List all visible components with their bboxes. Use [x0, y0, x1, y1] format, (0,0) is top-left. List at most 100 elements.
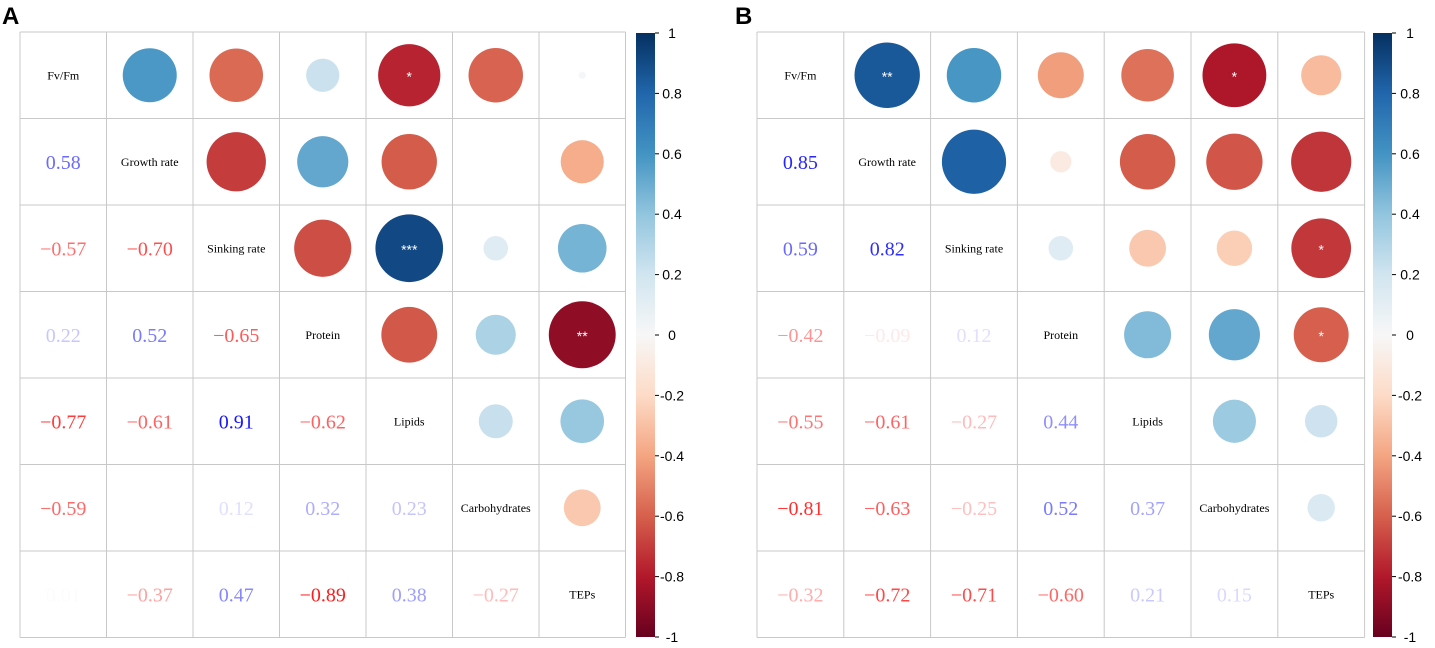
coefficient-label: −0.62 [300, 411, 346, 433]
colorbar-tick-label: -1 [666, 629, 679, 645]
correlation-circle [854, 42, 920, 108]
variable-label: Carbohydrates [1199, 501, 1269, 515]
colorbar-gradient [636, 33, 655, 637]
panel-b-colorbar: 1 0.8 0.6 0.4 0.2 0 -0.2 -0.4 -0.6 -0.8 -1 [1373, 25, 1422, 645]
correlation-circle [1291, 131, 1352, 192]
coefficient-label: 0.91 [219, 411, 254, 433]
coefficient-label: −0.09 [864, 325, 910, 347]
coefficient-label: −0.60 [1038, 584, 1084, 606]
coefficient-label: −0.37 [127, 584, 173, 606]
colorbar-tick-label: 0.2 [1400, 267, 1420, 283]
variable-label: TEPs [569, 587, 595, 601]
coefficient-label: 0.58 [46, 152, 81, 174]
correlation-circle [1212, 399, 1256, 443]
coefficient-label: 0.38 [392, 584, 427, 606]
panel-a-colorbar: 1 0.8 0.6 0.4 0.2 0 -0.2 -0.4 -0.6 -0.8 -1 [636, 25, 684, 645]
colorbar-tick-label: 0 [1406, 327, 1414, 343]
coefficient-label: 0.23 [392, 498, 427, 520]
coefficient-label: −0.32 [777, 584, 823, 606]
coefficient-label: 0.01 [46, 584, 81, 606]
colorbar-tick-label: -0.8 [660, 569, 684, 585]
correlation-circle [1048, 235, 1074, 261]
correlation-circle [563, 489, 601, 527]
variable-label: Protein [305, 328, 340, 342]
correlation-circle [946, 48, 1002, 103]
variable-label: Lipids [1132, 414, 1163, 428]
correlation-circle [375, 214, 444, 283]
correlation-circle [578, 71, 586, 79]
coefficient-label: 0.44 [1043, 411, 1078, 433]
variable-label: Fv/Fm [47, 68, 80, 82]
colorbar-tick-label: 0.8 [662, 85, 682, 101]
panel-a-matrix: Fv/Fm * 0.58 Growth rate −0.57 −0.70 Sinking r… [19, 31, 626, 638]
colorbar-tick-label: -0.2 [1398, 387, 1422, 403]
correlation-circle [1307, 494, 1335, 522]
coefficient-label: 0.85 [783, 152, 818, 174]
coefficient-label: −0.42 [777, 325, 823, 347]
coefficient-label: −0.89 [300, 584, 346, 606]
coefficient-label: 0.82 [870, 238, 905, 260]
coefficient-label: −0.57 [40, 238, 86, 260]
colorbar-tick-label: 0 [668, 327, 676, 343]
coefficient-label: −0.55 [777, 411, 823, 433]
coefficient-label: −0.81 [777, 498, 823, 520]
coefficient-label: 0.21 [1130, 584, 1165, 606]
significance-marker: ** [882, 68, 893, 84]
colorbar-tick-label: -0.6 [660, 508, 684, 524]
variable-label: Sinking rate [207, 241, 265, 255]
coefficient-label: −0.61 [864, 411, 910, 433]
colorbar-tick-label: 0.6 [662, 146, 682, 162]
colorbar-tick-label: 0.8 [1400, 85, 1420, 101]
coefficient-label: 0.52 [132, 325, 167, 347]
correlation-circle [941, 129, 1007, 194]
coefficient-label: −0.65 [213, 325, 259, 347]
colorbar-tick-label: -0.4 [660, 448, 684, 464]
colorbar-tick-label: -0.2 [660, 387, 684, 403]
correlation-circle [478, 404, 513, 439]
coefficient-label: 0.52 [1043, 498, 1078, 520]
coefficient-label: −0.71 [951, 584, 997, 606]
significance-marker: ** [577, 328, 588, 344]
correlation-circle [209, 48, 264, 103]
correlation-circle [1037, 52, 1084, 99]
coefficient-label: 0.12 [219, 498, 254, 520]
correlation-circle [297, 136, 349, 188]
panel-a: A Fv/Fm * 0.58 Growth rate −0.57 −0.70 Sinking… [2, 3, 684, 645]
panel-b-label: B [735, 3, 752, 30]
correlation-circle [560, 140, 604, 184]
correlation-circle [1291, 218, 1352, 279]
coefficient-label: 0.37 [1130, 498, 1165, 520]
coefficient-label: 0.59 [783, 238, 818, 260]
colorbar-gradient [1373, 33, 1392, 637]
correlation-circle [294, 219, 352, 277]
correlation-circle [1050, 151, 1072, 173]
correlation-circle [1216, 230, 1253, 266]
variable-label: Carbohydrates [461, 501, 531, 515]
correlation-circle [1129, 229, 1167, 267]
colorbar-tick-label: -0.4 [1398, 448, 1422, 464]
correlation-circle [468, 48, 523, 103]
coefficient-label: −0.72 [864, 584, 910, 606]
coefficient-label: −0.70 [127, 238, 173, 260]
correlation-circle [122, 48, 177, 103]
coefficient-label: −0.77 [40, 411, 86, 433]
variable-label: TEPs [1308, 587, 1334, 601]
correlation-circle [1202, 43, 1267, 108]
colorbar-tick-label: 0.4 [662, 206, 682, 222]
significance-marker: * [407, 68, 413, 84]
correlation-circle [483, 235, 509, 261]
correlation-circle [1124, 311, 1172, 359]
correlation-circle [381, 306, 438, 363]
coefficient-label: −0.61 [127, 411, 173, 433]
colorbar-tick-label: 0.6 [1400, 146, 1420, 162]
colorbar-tick-label: -0.6 [1398, 508, 1422, 524]
variable-label: Growth rate [121, 155, 179, 169]
variable-label: Growth rate [858, 155, 916, 169]
significance-marker: * [1232, 68, 1238, 84]
correlation-circle [1208, 309, 1260, 361]
correlation-circle [1304, 405, 1338, 438]
coefficient-label: 0.00 [132, 498, 167, 520]
coefficient-label: −0.59 [40, 498, 86, 520]
